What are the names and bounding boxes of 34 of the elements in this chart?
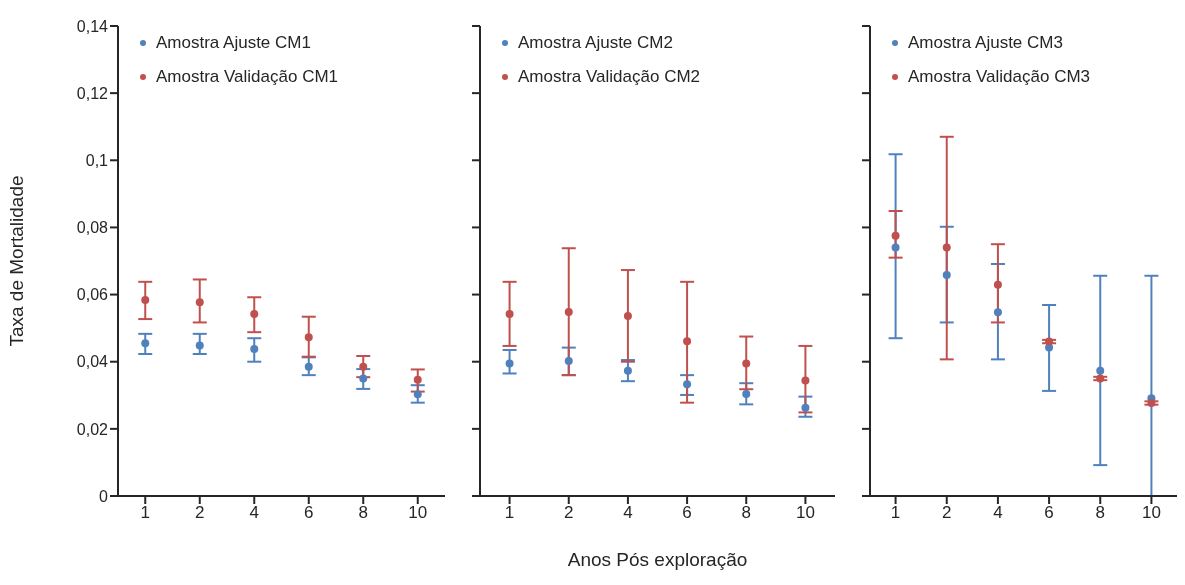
- x-tick-label: 1: [504, 503, 515, 523]
- y-tick-label: 0,06: [76, 286, 109, 304]
- x-tick-label: 8: [1095, 503, 1105, 523]
- x-tick-label: 10: [1141, 503, 1161, 523]
- x-tick-label: 6: [1044, 503, 1054, 523]
- x-tick-label: 10: [795, 503, 815, 523]
- legend-label: Amostra Validação CM2: [518, 66, 701, 88]
- y-tick-label: 0,08: [76, 219, 109, 237]
- x-tick-label: 10: [408, 503, 428, 523]
- legend-label: Amostra Ajuste CM1: [156, 32, 311, 54]
- x-tick-label: 4: [623, 503, 633, 523]
- y-tick-label: 0,1: [85, 151, 109, 169]
- x-tick-label: 2: [564, 503, 574, 523]
- legend-label: Amostra Ajuste CM3: [908, 32, 1063, 54]
- x-tick-label: 2: [195, 503, 205, 523]
- legend-label: Amostra Ajuste CM2: [518, 32, 673, 54]
- x-tick-label: 1: [890, 503, 901, 523]
- x-tick-label: 4: [249, 503, 259, 523]
- x-tick-label: 4: [993, 503, 1003, 523]
- y-axis-title: Taxa de Mortalidade: [5, 175, 27, 347]
- legend-label: Amostra Validação CM1: [156, 66, 339, 88]
- x-tick-label: 8: [358, 503, 368, 523]
- x-tick-label: 1: [140, 503, 150, 523]
- x-tick-label: 8: [741, 503, 751, 523]
- x-axis-title: Anos Pós exploração: [567, 549, 748, 570]
- y-tick-label: 0,02: [76, 420, 109, 438]
- x-tick-label: 6: [304, 503, 314, 523]
- legend-label: Amostra Validação CM3: [908, 66, 1091, 88]
- y-tick-label: 0: [99, 487, 109, 505]
- x-tick-label: 6: [682, 503, 692, 523]
- y-tick-label: 0,14: [76, 17, 109, 35]
- y-tick-label: 0,04: [76, 353, 109, 371]
- y-tick-label: 0,12: [76, 84, 109, 102]
- x-tick-label: 2: [942, 503, 952, 523]
